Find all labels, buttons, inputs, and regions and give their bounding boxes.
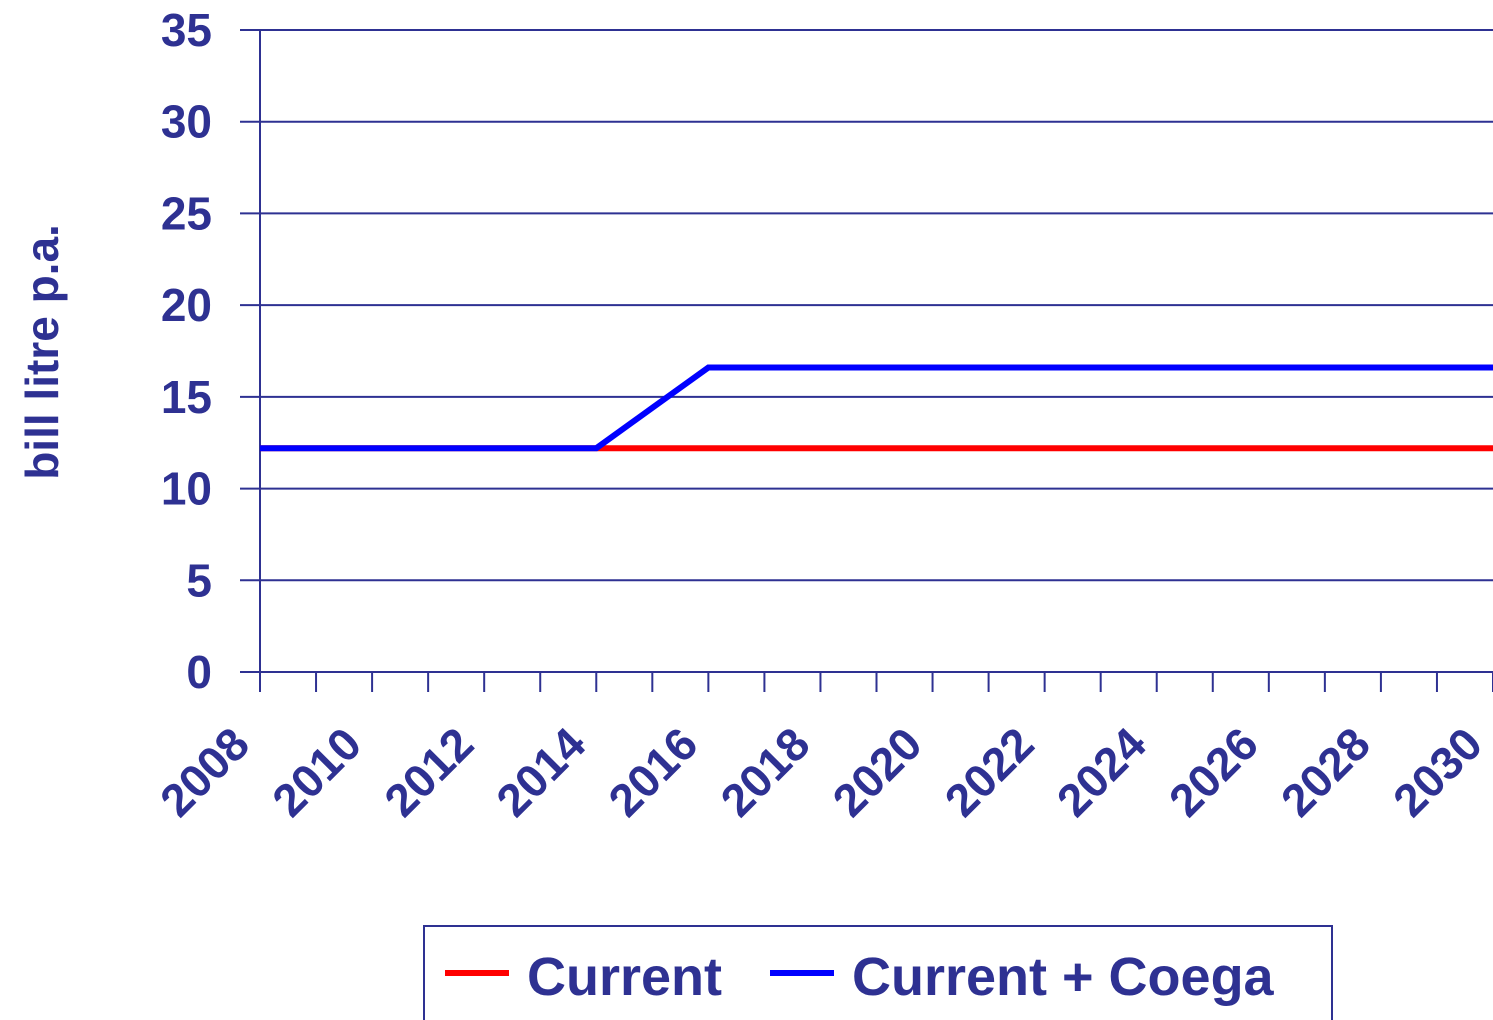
- y-tick-label: 15: [161, 371, 212, 423]
- legend-box: [423, 925, 1333, 1020]
- x-tick-label: 2030: [1383, 717, 1492, 826]
- x-tick-label: 2020: [822, 717, 931, 826]
- y-tick-label: 10: [161, 463, 212, 515]
- y-tick-label: 35: [161, 4, 212, 56]
- series-line: [260, 364, 1493, 452]
- x-tick-label: 2014: [486, 717, 595, 826]
- x-tick-label: 2028: [1271, 717, 1380, 826]
- y-tick-label: 25: [161, 187, 212, 239]
- legend-label: Current: [527, 947, 722, 1007]
- y-tick-label: 0: [186, 646, 212, 698]
- y-tick-label: 30: [161, 96, 212, 148]
- x-tick-label: 2016: [598, 717, 707, 826]
- y-tick-label: 5: [186, 554, 212, 606]
- y-axis-label: bill litre p.a.: [16, 224, 68, 480]
- y-tick-label: 20: [161, 279, 212, 331]
- x-tick-label: 2026: [1159, 717, 1268, 826]
- x-tick-label: 2018: [710, 717, 819, 826]
- x-tick-label: 2008: [150, 717, 259, 826]
- x-tick-label: 2012: [374, 717, 483, 826]
- x-tick-label: 2022: [935, 717, 1044, 826]
- x-tick-label: 2010: [262, 717, 371, 826]
- legend-label: Current + Coega: [852, 947, 1275, 1007]
- x-tick-label: 2024: [1047, 717, 1156, 826]
